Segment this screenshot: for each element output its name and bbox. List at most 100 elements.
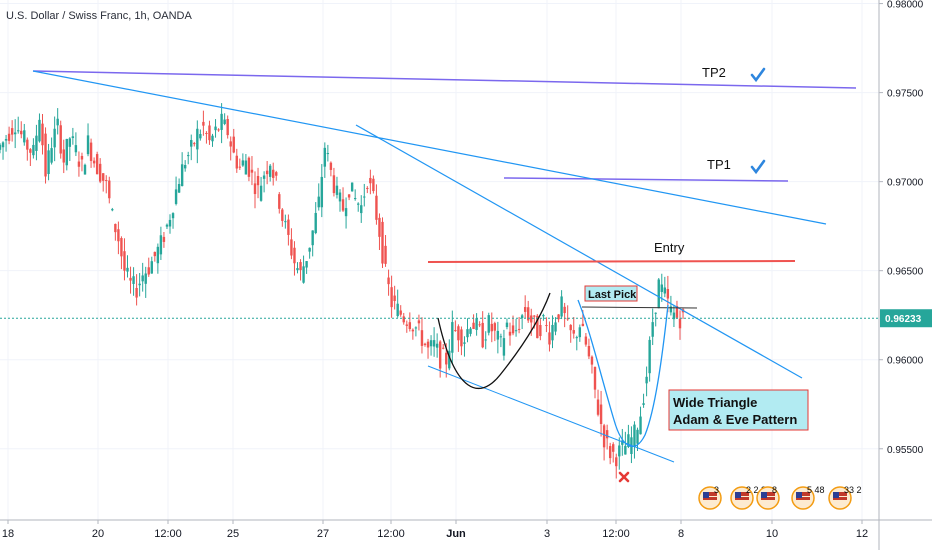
candle: [554, 317, 557, 336]
candle: [578, 324, 582, 342]
candle: [171, 212, 175, 229]
candle: [463, 336, 466, 357]
candle: [566, 305, 569, 321]
candle: [247, 156, 251, 182]
candle: [311, 230, 314, 257]
candle: [399, 305, 402, 317]
last-pick-line[interactable]: [581, 306, 698, 309]
us-flag-icon[interactable]: 3: [698, 485, 722, 510]
candle: [95, 151, 99, 175]
descending-trendline[interactable]: [355, 124, 803, 379]
tp1-line[interactable]: [503, 177, 789, 182]
candle: [320, 164, 323, 218]
candle: [469, 326, 472, 337]
y-tick-label: 0.98000: [887, 0, 924, 11]
candle: [654, 312, 657, 327]
candle: [420, 317, 424, 354]
entry-label: Entry: [654, 240, 685, 255]
candle: [490, 312, 493, 343]
candle: [548, 321, 551, 352]
candle: [296, 262, 299, 274]
adam-curve[interactable]: [437, 292, 551, 390]
candle: [98, 158, 102, 184]
pattern-label-1: Wide Triangle: [673, 395, 757, 410]
entry-line[interactable]: [427, 260, 796, 263]
candle: [417, 314, 421, 331]
us-flag-icon[interactable]: 8: [756, 485, 780, 510]
tp2-line[interactable]: [32, 70, 857, 89]
candle: [590, 355, 594, 374]
x-axis: 18 20 12:00 25 27 12:00 Jun 3 12:00 8 10 12: [2, 520, 868, 540]
candle: [338, 189, 342, 212]
candle: [117, 221, 120, 255]
candle: [44, 127, 47, 184]
candle: [499, 333, 503, 348]
event-badge-count: 33 2: [844, 485, 862, 495]
candle: [660, 273, 663, 302]
stop-cross-icon: [618, 471, 630, 483]
candle: [493, 321, 497, 342]
candle: [281, 208, 284, 227]
candle: [59, 120, 62, 159]
y-tick-label: 0.97000: [887, 178, 924, 189]
candle: [599, 390, 603, 437]
candle: [435, 333, 439, 358]
x-tick-label: 12:00: [377, 528, 405, 540]
candle: [448, 339, 451, 371]
x-tick-label: 12: [856, 528, 868, 540]
candle: [484, 331, 487, 350]
candle: [83, 163, 87, 175]
us-flag-icon[interactable]: 2 2 8: [730, 485, 766, 510]
drawings: [0, 67, 879, 483]
eve-curve[interactable]: [577, 299, 669, 447]
candle: [557, 314, 560, 323]
candle: [542, 313, 545, 321]
y-tick-label: 0.96000: [887, 356, 924, 367]
candle: [53, 116, 56, 162]
last-pick-box: [584, 285, 638, 302]
candle: [153, 251, 157, 262]
candle: [508, 322, 512, 346]
candle: [366, 186, 369, 194]
candle: [478, 321, 481, 328]
candle: [605, 424, 609, 450]
candle: [423, 342, 427, 347]
candle: [135, 274, 138, 306]
tp2-label: TP2: [702, 65, 726, 80]
candle: [259, 176, 263, 202]
event-badge-count: 8: [772, 485, 777, 495]
y-tick-label: 0.95500: [887, 445, 924, 456]
candle: [669, 295, 673, 316]
candle: [180, 152, 184, 187]
tp1-check-icon: [750, 159, 766, 175]
candle: [636, 427, 639, 451]
candle: [384, 235, 387, 267]
candle: [505, 318, 509, 330]
candle: [393, 285, 396, 310]
us-flag-icon[interactable]: 5 48: [791, 485, 825, 510]
candle: [205, 131, 208, 144]
candle: [608, 442, 612, 465]
candle: [378, 213, 381, 250]
pattern-box: [668, 389, 809, 431]
candle: [144, 266, 147, 298]
candle: [618, 437, 621, 470]
candle: [26, 137, 29, 161]
lower-trendline[interactable]: [427, 365, 675, 463]
candle: [545, 317, 548, 333]
upper-trendline[interactable]: [32, 70, 827, 225]
candle: [287, 214, 290, 246]
us-flag-icon[interactable]: 33 2: [828, 485, 862, 510]
candle: [126, 255, 129, 278]
candle: [451, 310, 454, 365]
candle: [396, 289, 399, 318]
candle: [527, 300, 530, 323]
candle: [663, 276, 667, 298]
candle: [214, 119, 217, 138]
candle: [108, 176, 111, 204]
candle: [514, 318, 518, 337]
candle: [387, 269, 390, 296]
event-badges: 3 2 2 8 8 5 48 33 2: [698, 485, 862, 510]
candle: [56, 108, 59, 135]
